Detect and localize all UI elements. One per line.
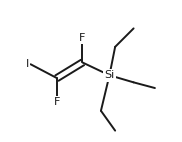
Text: F: F (54, 97, 60, 107)
Text: Si: Si (104, 70, 115, 80)
Text: F: F (79, 33, 86, 43)
Text: I: I (26, 59, 29, 69)
